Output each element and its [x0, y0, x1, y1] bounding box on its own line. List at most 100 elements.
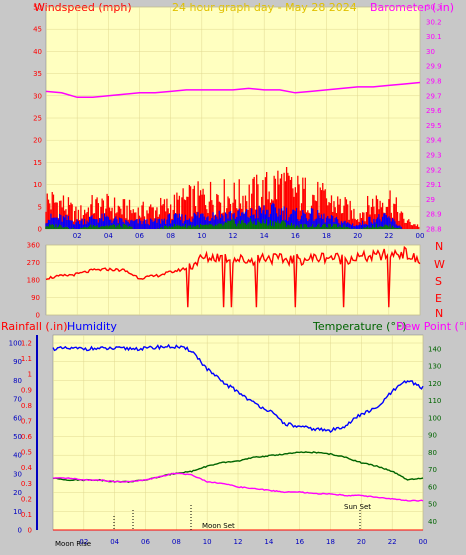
- rainfall-tick-label: 0.9: [21, 386, 32, 394]
- barometer-tick-label: 29.6: [426, 107, 442, 115]
- temp-x-tick-label: 04: [110, 538, 119, 546]
- barometer-tick-label: 28.8: [426, 226, 442, 234]
- barometer-tick-label: 29.4: [426, 137, 442, 145]
- barometer-label: Barometer (.in): [370, 1, 454, 14]
- wind-x-tick-label: 16: [291, 232, 300, 240]
- wind-x-tick-label: 20: [353, 232, 362, 240]
- temp-x-tick-label: 06: [141, 538, 150, 546]
- direction-line: [45, 245, 421, 308]
- rainfall-tick-label: 0.4: [21, 464, 33, 472]
- direction-y-tick-label: 0: [36, 312, 40, 320]
- temp-x-tick-label: 08: [172, 538, 181, 546]
- compass-w: W: [434, 258, 445, 271]
- wind-x-tick-label: 22: [384, 232, 393, 240]
- barometer-tick-label: 30.3: [426, 4, 442, 12]
- wind-x-tick-label: 00: [416, 232, 425, 240]
- temperature-tick-label: 90: [428, 432, 437, 440]
- humidity-tick-label: 30: [13, 470, 22, 478]
- temp-x-tick-label: 00: [419, 538, 428, 546]
- rainfall-tick-label: 0.1: [21, 511, 32, 519]
- temperature-tick-label: 80: [428, 449, 437, 457]
- direction-ticks: 0 90 180 270 360: [27, 242, 40, 320]
- rainfall-tick-label: 1.2: [21, 340, 32, 348]
- humidity-tick-label: 20: [13, 489, 22, 497]
- wind-y-tick-label: 10: [33, 181, 42, 189]
- humidity-tick-label: 70: [13, 396, 22, 404]
- barometer-tick-label: 29.9: [426, 63, 442, 71]
- rainfall-tick-label: 0.2: [21, 495, 32, 503]
- humidity-tick-label: 0: [18, 527, 22, 535]
- barometer-tick-label: 30: [426, 48, 435, 56]
- direction-y-tick-label: 360: [27, 242, 40, 250]
- barometer-tick-label: 29.8: [426, 78, 442, 86]
- temp-series: [52, 343, 424, 531]
- wind-y-tick-label: 35: [33, 70, 42, 78]
- temperature-tick-label: 140: [428, 345, 441, 353]
- temperature-label: Temperature (°F): [312, 320, 407, 333]
- temperature-tick-label: 120: [428, 380, 441, 388]
- temp-x-tick-label: 02: [79, 538, 88, 546]
- windspeed-label: Windspeed (mph): [34, 1, 132, 14]
- temperature-tick-label: 110: [428, 397, 441, 405]
- humidity-tick-label: 40: [13, 452, 22, 460]
- direction-y-tick-label: 270: [27, 259, 40, 267]
- barometer-tick-label: 29.1: [426, 181, 442, 189]
- wind-y-tick-label: 25: [33, 115, 42, 123]
- temperature-tick-label: 70: [428, 466, 437, 474]
- barometer-tick-label: 28.9: [426, 211, 442, 219]
- barometer-tick-label: 29.5: [426, 122, 442, 130]
- compass-n-top: N: [435, 240, 443, 253]
- barometer-tick-label: 29.3: [426, 152, 442, 160]
- temperature-tick-label: 60: [428, 483, 437, 491]
- temp-x-tick-label: 18: [326, 538, 335, 546]
- rainfall-tick-label: 1: [28, 371, 32, 379]
- rainfall-label: Rainfall (.in): [1, 320, 68, 333]
- temp-ticks: 02 04 06 08 10 12 14 16 18 20 22 0000.10.20.30.40.5…: [9, 340, 442, 547]
- temp-x-tick-label: 14: [264, 538, 273, 546]
- barometer-tick-label: 29.7: [426, 92, 442, 100]
- wind-y-tick-label: 5: [38, 203, 42, 211]
- wind-x-tick-label: 18: [322, 232, 331, 240]
- humidity-tick-label: 60: [13, 414, 22, 422]
- direction-y-tick-label: 90: [31, 294, 40, 302]
- barometer-tick-label: 29: [426, 196, 435, 204]
- wind-y-tick-label: 45: [33, 26, 42, 34]
- humidity-tick-label: 100: [9, 340, 22, 348]
- rainfall-tick-label: 0.6: [21, 433, 33, 441]
- wind-y-tick-label: 0: [38, 226, 42, 234]
- rainfall-tick-label: 0.7: [21, 417, 32, 425]
- direction-y-tick-label: 180: [27, 277, 40, 285]
- humidity-tick-label: 80: [13, 377, 22, 385]
- temp-x-tick-label: 20: [357, 538, 366, 546]
- temp-x-tick-label: 12: [234, 538, 243, 546]
- humidity-tick-label: 10: [13, 508, 22, 516]
- sun-set-label: Sun Set: [344, 503, 371, 511]
- temperature-tick-label: 130: [428, 363, 441, 371]
- humidity-label: Humidity: [67, 320, 117, 333]
- temp-x-tick-label: 10: [203, 538, 212, 546]
- wind-x-tick-label: 14: [260, 232, 269, 240]
- temperature-tick-label: 40: [428, 518, 437, 526]
- wind-grid: [46, 6, 421, 230]
- wind-x-tick-label: 02: [73, 232, 82, 240]
- compass-labels: N W S E N: [434, 240, 445, 320]
- wind-bars: [45, 81, 421, 229]
- wind-y-tick-label: 50: [33, 4, 42, 12]
- dewpoint-label: Dew Point (°F): [396, 320, 466, 333]
- wind-y-tick-label: 30: [33, 92, 42, 100]
- barometer-tick-label: 30.1: [426, 33, 442, 41]
- wind-ticks: 02 04 06 08 10 12 14 16 18 20 22 000510152025303540…: [33, 4, 442, 241]
- wind-y-tick-label: 40: [33, 48, 42, 56]
- compass-e: E: [435, 292, 442, 305]
- wind-x-tick-label: 12: [229, 232, 238, 240]
- barometer-tick-label: 30.2: [426, 18, 442, 26]
- compass-s: S: [435, 275, 442, 288]
- humidity-line: [52, 343, 424, 433]
- wind-x-tick-label: 08: [166, 232, 175, 240]
- barometer-tick-label: 29.2: [426, 166, 442, 174]
- compass-n-bottom: N: [435, 307, 443, 320]
- wind-x-tick-label: 04: [104, 232, 113, 240]
- wind-y-tick-label: 15: [33, 159, 42, 167]
